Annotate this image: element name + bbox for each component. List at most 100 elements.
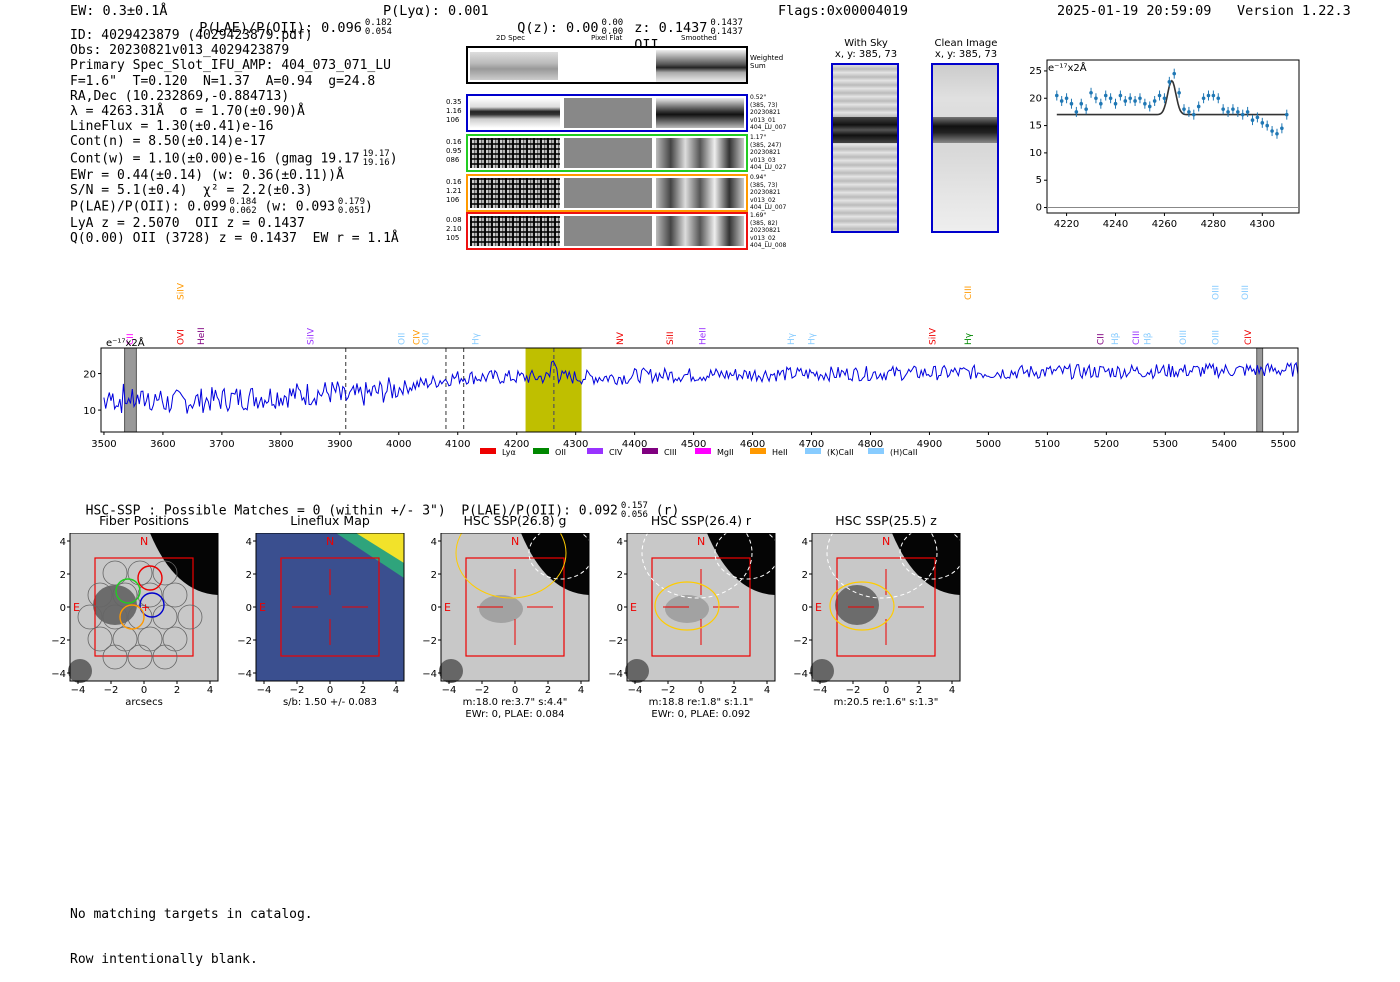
y-tick-label: 4 [802, 537, 808, 548]
x-tick-labels: −4 −2 0 2 4 [812, 685, 960, 697]
y-tick-label: 2 [246, 570, 252, 581]
info-fiber: F=1.6" T=0.120 N=1.37 A=0.94 g=24.8 [70, 73, 376, 89]
y-tick-label: −2 [608, 636, 623, 647]
stamp-row-left-value: 086 [446, 156, 460, 164]
info-plae: P(LAE)/P(OII): 0.099 0.184 0.062 (w: 0.093… [70, 197, 373, 217]
data-point [1275, 131, 1279, 136]
bright-source [707, 533, 775, 595]
data-point [1157, 93, 1162, 98]
target-source [479, 595, 523, 623]
spectral-line-label: CII [126, 333, 136, 345]
fiber-circle [102, 604, 128, 630]
data-point [1216, 96, 1221, 101]
x-tick-label: 4 [392, 685, 400, 696]
header-flags: Flags:0x00004019 [778, 3, 909, 19]
stamp-row-left-value: 2.10 [446, 225, 462, 233]
bright-source [521, 533, 589, 595]
spectral-line-label: OII [398, 333, 408, 345]
target-source [835, 585, 879, 625]
stamp-row-right-value: (385, 82) [750, 219, 778, 227]
cutout-frame [255, 533, 405, 682]
spectral-line-label: OIII [1211, 285, 1221, 300]
x-tick-label: −4 [627, 685, 643, 696]
info-lambda: λ = 4263.31Å σ = 1.70(±0.90)Å [70, 104, 305, 120]
hsc-aperture-ellipse [826, 533, 938, 599]
stamp-row-left-value: 0.08 [446, 216, 462, 224]
compass-east: E [815, 601, 822, 614]
y-tick-label: 20 [83, 370, 96, 381]
x-tick-label: 5100 [1035, 439, 1060, 450]
cutout-frame [626, 533, 776, 682]
data-point [1280, 126, 1284, 131]
cutout-caption-line2: EWr: 0, PLAE: 0.092 [651, 709, 751, 720]
x-tick-label: −2 [289, 685, 305, 696]
y-tick-label: 4 [246, 537, 252, 548]
data-point [1196, 104, 1201, 109]
data-point [1059, 99, 1064, 103]
spectral-line-label: OII [421, 333, 431, 345]
legend-swatch [480, 448, 496, 454]
y-tick-label: −2 [237, 636, 252, 647]
spectral-line-label: OIII [1179, 330, 1189, 345]
y-tick-label: 2 [617, 570, 623, 581]
spectral-line-label: OVI [177, 329, 187, 345]
stamp-smoothed [656, 178, 744, 208]
x-tick-label: −4 [70, 685, 86, 696]
spectral-line-label: Hγ [964, 332, 974, 345]
compass-east: E [630, 601, 637, 614]
data-point [1177, 90, 1181, 95]
fiber-circle-green [115, 578, 141, 604]
y-tick-label: 2 [60, 570, 66, 581]
data-point [1231, 107, 1235, 111]
cutout-caption: m:18.0 re:3.7" s:4.4" EWr: 0, PLAE: 0.084 [421, 697, 609, 721]
x-tick-label: 5200 [1094, 439, 1119, 450]
y-tick-label: −2 [51, 636, 66, 647]
stamp-row: 0.16 0.95 086 1.17" (385, 247) 20230821 v013_0… [446, 134, 786, 172]
x-tick-label: −4 [256, 685, 272, 696]
flux-peak [356, 533, 404, 563]
x-tick-label: 0 [326, 685, 334, 696]
cutout-caption-line1: m:20.5 re:1.6" s:1.3" [833, 697, 939, 708]
fiber-circle-blue [139, 592, 165, 618]
data-point [1143, 101, 1147, 106]
masked-region [124, 347, 137, 433]
catalog-note: No matching targets in catalog. Row inte… [70, 877, 313, 982]
stamp-row-left-values: 0.08 2.10 105 [446, 216, 464, 243]
x-tick-label: 5300 [1153, 439, 1178, 450]
cutout-caption: s/b: 1.50 +/- 0.083 [236, 697, 424, 709]
x-tick-label: 4400 [622, 439, 647, 450]
stamp-row-frame [466, 174, 748, 212]
legend-label: CIII [664, 448, 677, 457]
x-tick-label: 3600 [150, 439, 175, 450]
fiber-circle-orange [119, 604, 145, 630]
fiber-circle [137, 582, 163, 608]
data-point [1255, 115, 1260, 120]
x-tick-label: −2 [845, 685, 861, 696]
stamp-row-right-value: (385, 247) [750, 141, 782, 149]
x-tick-labels: −4 −2 0 2 4 [441, 685, 589, 697]
stamp-row-left-value: 0.95 [446, 147, 462, 155]
stamp-row-right-value: 404_LU_027 [750, 164, 787, 171]
x-tick-labels: −4 −2 0 2 4 [70, 685, 218, 697]
y-tick-label: −2 [793, 636, 808, 647]
fiber-circle [87, 626, 113, 652]
weighted-sum-stamp [466, 46, 748, 84]
data-point [1201, 96, 1206, 101]
catalog-note-line2: Row intentionally blank. [70, 952, 258, 967]
legend-label: CIV [609, 448, 623, 457]
y-tick-label: 10 [83, 406, 96, 417]
info-primary: Primary Spec_Slot_IFU_AMP: 404_073_071_L… [70, 58, 391, 74]
compass-north: N [326, 535, 334, 548]
legend-swatch [533, 448, 549, 454]
data-point [1206, 93, 1211, 98]
data-point [1113, 101, 1118, 106]
x-tick-label: 0 [697, 685, 705, 696]
data-point [1069, 101, 1074, 106]
cutout-caption: arcsecs [50, 697, 238, 709]
weighted-sum-label: Weighted Sum [750, 54, 784, 70]
stamp-row: 0.35 1.16 106 0.52" (385, 73) 20230821 v013_01… [446, 94, 786, 132]
data-point [1094, 96, 1098, 101]
info-contn: Cont(n) = 8.50(±0.14)e-17 [70, 134, 266, 150]
x-tick-label: 4220 [1054, 219, 1079, 230]
hsc-summary: HSC-SSP : Possible Matches = 0 (within +… [85, 501, 680, 520]
